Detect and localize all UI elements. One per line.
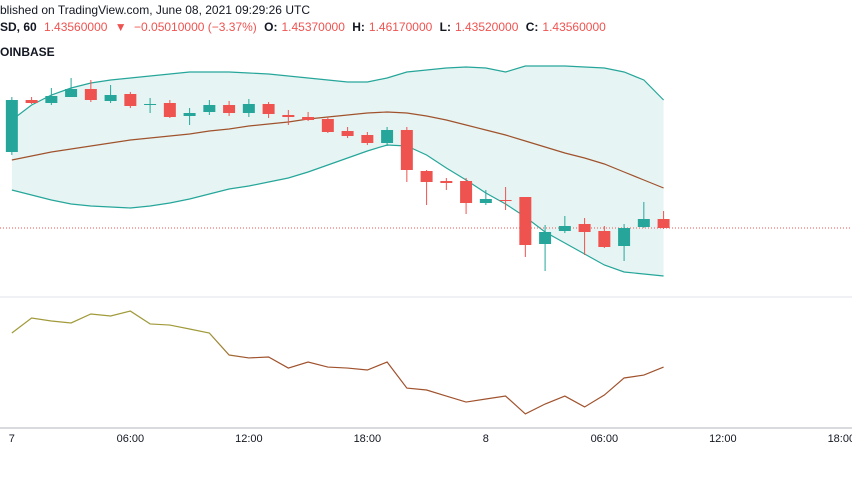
candle-body [302, 117, 315, 120]
h-value: 1.46170000 [368, 20, 433, 34]
candle-body [144, 104, 157, 105]
candle-body [381, 130, 394, 143]
c-label: C: [525, 20, 539, 34]
band-fill [11, 66, 664, 276]
candle-body [479, 199, 492, 203]
candle-body [45, 96, 58, 103]
change: −0.05010000 (−3.37%) [134, 20, 257, 34]
arrow: ▼ [114, 20, 127, 34]
candle-body [657, 219, 670, 228]
candle-body [104, 95, 117, 101]
candle-body [321, 119, 334, 132]
band-line [11, 65, 665, 121]
candle-body [223, 105, 236, 113]
candle-body [25, 100, 38, 103]
candle-body [539, 232, 552, 244]
candle-body [499, 200, 512, 201]
x-tick-label: 06:00 [591, 433, 619, 445]
candle-body [519, 197, 532, 245]
candle-body [5, 100, 18, 152]
symbol: SD, 60 [0, 20, 37, 34]
candle-body [578, 224, 591, 232]
l-value: 1.43520000 [454, 20, 519, 34]
l-label: L: [439, 20, 451, 34]
candle-body [65, 89, 78, 97]
publish-note: blished on TradingView.com, June 08, 202… [0, 3, 310, 17]
price: 1.43560000 [44, 20, 108, 34]
candle-body [84, 89, 97, 100]
candle-body [163, 103, 176, 117]
x-tick-label: 06:00 [117, 433, 145, 445]
candle-body [361, 135, 374, 143]
c-value: 1.43560000 [542, 20, 606, 34]
band-line [11, 144, 664, 277]
x-tick-label: 12:00 [235, 433, 263, 445]
h-label: H: [352, 20, 365, 34]
candle-body [282, 115, 295, 117]
x-tick-label: 18:00 [828, 433, 852, 445]
candle-body [124, 94, 137, 106]
candle-body [420, 171, 433, 182]
candle-body [262, 104, 275, 114]
header-line: blished on TradingView.com, June 08, 202… [0, 3, 314, 17]
oscillator-line [11, 310, 664, 415]
candle-body [618, 228, 631, 246]
candle-body [460, 181, 473, 203]
candle-body [203, 105, 216, 112]
candle-body [183, 113, 196, 116]
x-tick-label: 7 [9, 433, 15, 445]
candle-body [400, 130, 413, 170]
o-label: O: [264, 20, 278, 34]
band-line [11, 111, 664, 189]
o-value: 1.45370000 [281, 20, 345, 34]
x-tick-label: 18:00 [354, 433, 382, 445]
ohlc-line: SD, 60 1.43560000 ▼ −0.05010000 (−3.37%)… [0, 20, 610, 34]
candle-body [242, 104, 255, 113]
candle-body [341, 131, 354, 136]
x-tick-label: 12:00 [709, 433, 737, 445]
candle-body [558, 226, 571, 231]
candle-body [440, 181, 453, 183]
candle-body [598, 231, 611, 247]
exchange: OINBASE [0, 45, 55, 59]
candle-body [637, 219, 650, 227]
x-tick-label: 8 [483, 433, 489, 445]
